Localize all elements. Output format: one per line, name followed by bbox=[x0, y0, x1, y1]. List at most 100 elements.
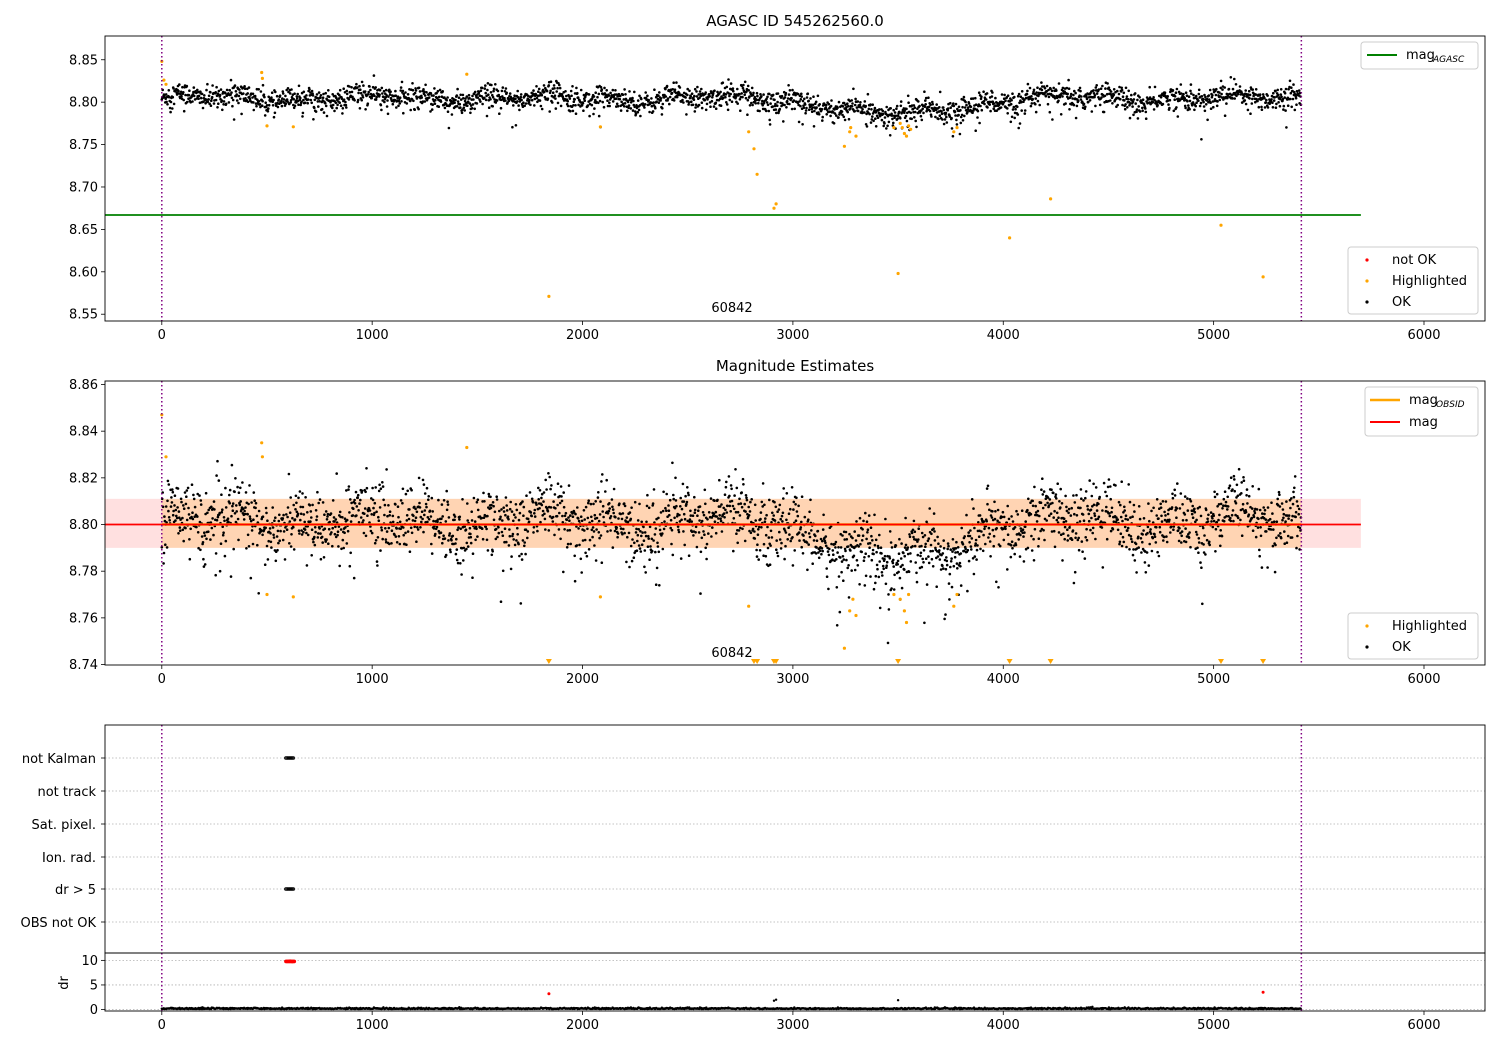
ok-point bbox=[887, 608, 891, 611]
ok-point bbox=[820, 547, 824, 550]
ok-point bbox=[1067, 511, 1070, 515]
ok-point bbox=[1044, 497, 1048, 501]
ok-point bbox=[623, 88, 626, 91]
ok-point bbox=[265, 511, 268, 515]
ok-point bbox=[351, 95, 354, 99]
ok-point bbox=[317, 532, 320, 535]
ok-point bbox=[1165, 540, 1169, 544]
ok-point bbox=[599, 534, 603, 537]
ok-point bbox=[1131, 100, 1135, 104]
ok-point bbox=[571, 85, 574, 88]
ok-point bbox=[753, 537, 757, 540]
ok-point bbox=[685, 113, 688, 116]
ok-point bbox=[880, 118, 884, 122]
ok-point bbox=[278, 539, 282, 542]
ok-point bbox=[553, 87, 556, 90]
ok-point bbox=[1152, 96, 1155, 99]
ok-point bbox=[1084, 105, 1087, 109]
ok-point bbox=[871, 115, 874, 118]
ok-point bbox=[1133, 510, 1136, 513]
ok-point bbox=[875, 563, 879, 567]
ok-point bbox=[255, 104, 258, 108]
ok-point bbox=[657, 550, 661, 554]
ok-point bbox=[1122, 91, 1126, 95]
ok-point bbox=[510, 510, 514, 513]
ok-point bbox=[859, 542, 862, 546]
ok-point bbox=[944, 613, 947, 616]
ok-point bbox=[1045, 84, 1049, 88]
ok-point bbox=[1193, 108, 1196, 112]
ok-point bbox=[946, 107, 950, 110]
ok-point bbox=[264, 506, 268, 510]
ok-point bbox=[295, 501, 298, 505]
ok-point bbox=[1136, 98, 1139, 102]
ok-point bbox=[551, 520, 555, 523]
ok-point bbox=[1025, 92, 1029, 96]
ok-point bbox=[915, 571, 918, 575]
ok-point bbox=[913, 530, 917, 533]
ok-point bbox=[890, 587, 893, 590]
ok-point bbox=[203, 534, 207, 537]
ok-point bbox=[849, 549, 852, 552]
ok-point bbox=[873, 106, 877, 110]
ok-point bbox=[548, 475, 551, 479]
ok-point bbox=[611, 88, 615, 92]
ok-point bbox=[383, 513, 386, 517]
ok-point bbox=[200, 92, 204, 96]
ok-point bbox=[1119, 97, 1122, 101]
ok-point bbox=[366, 93, 370, 96]
ok-point bbox=[787, 526, 790, 529]
ok-point bbox=[763, 503, 766, 507]
ok-point bbox=[678, 520, 682, 523]
ok-point bbox=[345, 89, 349, 93]
ok-point bbox=[1022, 560, 1026, 563]
ok-point bbox=[888, 134, 892, 137]
ok-point bbox=[325, 518, 329, 521]
ok-point bbox=[720, 530, 724, 533]
ok-point bbox=[1057, 82, 1061, 85]
ok-point bbox=[1067, 78, 1070, 82]
ok-point bbox=[529, 511, 533, 514]
ok-point bbox=[912, 519, 916, 523]
ok-point bbox=[1064, 102, 1067, 105]
ok-point bbox=[447, 539, 450, 542]
ok-point bbox=[606, 99, 609, 102]
ok-point bbox=[533, 508, 537, 512]
ok-point bbox=[465, 541, 469, 545]
ok-point bbox=[913, 544, 917, 548]
ok-point bbox=[530, 497, 534, 501]
ok-point bbox=[302, 98, 305, 102]
ok-point bbox=[233, 84, 237, 87]
ok-point bbox=[1094, 86, 1098, 89]
ok-point bbox=[1129, 535, 1133, 538]
ok-point bbox=[365, 467, 368, 470]
ok-point bbox=[316, 490, 319, 494]
ok-point bbox=[230, 514, 233, 518]
ok-point bbox=[963, 114, 966, 118]
ok-point bbox=[390, 542, 393, 545]
ok-point bbox=[1263, 97, 1266, 100]
ok-point bbox=[1029, 104, 1033, 108]
ok-point bbox=[293, 518, 297, 521]
ok-point bbox=[268, 527, 272, 530]
ok-point bbox=[910, 531, 914, 535]
ok-point bbox=[231, 504, 234, 508]
ok-point bbox=[1094, 537, 1097, 541]
ok-point bbox=[747, 89, 750, 92]
ok-point bbox=[237, 101, 240, 105]
ok-point bbox=[380, 528, 384, 532]
x-tick-label: 3000 bbox=[776, 328, 809, 343]
ok-point bbox=[299, 103, 303, 107]
ok-point bbox=[1186, 99, 1189, 103]
ok-point bbox=[551, 101, 554, 104]
ok-point bbox=[1047, 95, 1051, 99]
ok-point bbox=[201, 541, 205, 544]
ok-point bbox=[724, 95, 727, 99]
ok-point bbox=[246, 513, 249, 516]
ok-point bbox=[334, 101, 338, 104]
ok-point bbox=[1194, 104, 1197, 108]
ok-point bbox=[802, 534, 805, 537]
ok-point bbox=[292, 97, 296, 101]
ok-point bbox=[602, 105, 606, 109]
ok-point bbox=[1199, 101, 1203, 105]
